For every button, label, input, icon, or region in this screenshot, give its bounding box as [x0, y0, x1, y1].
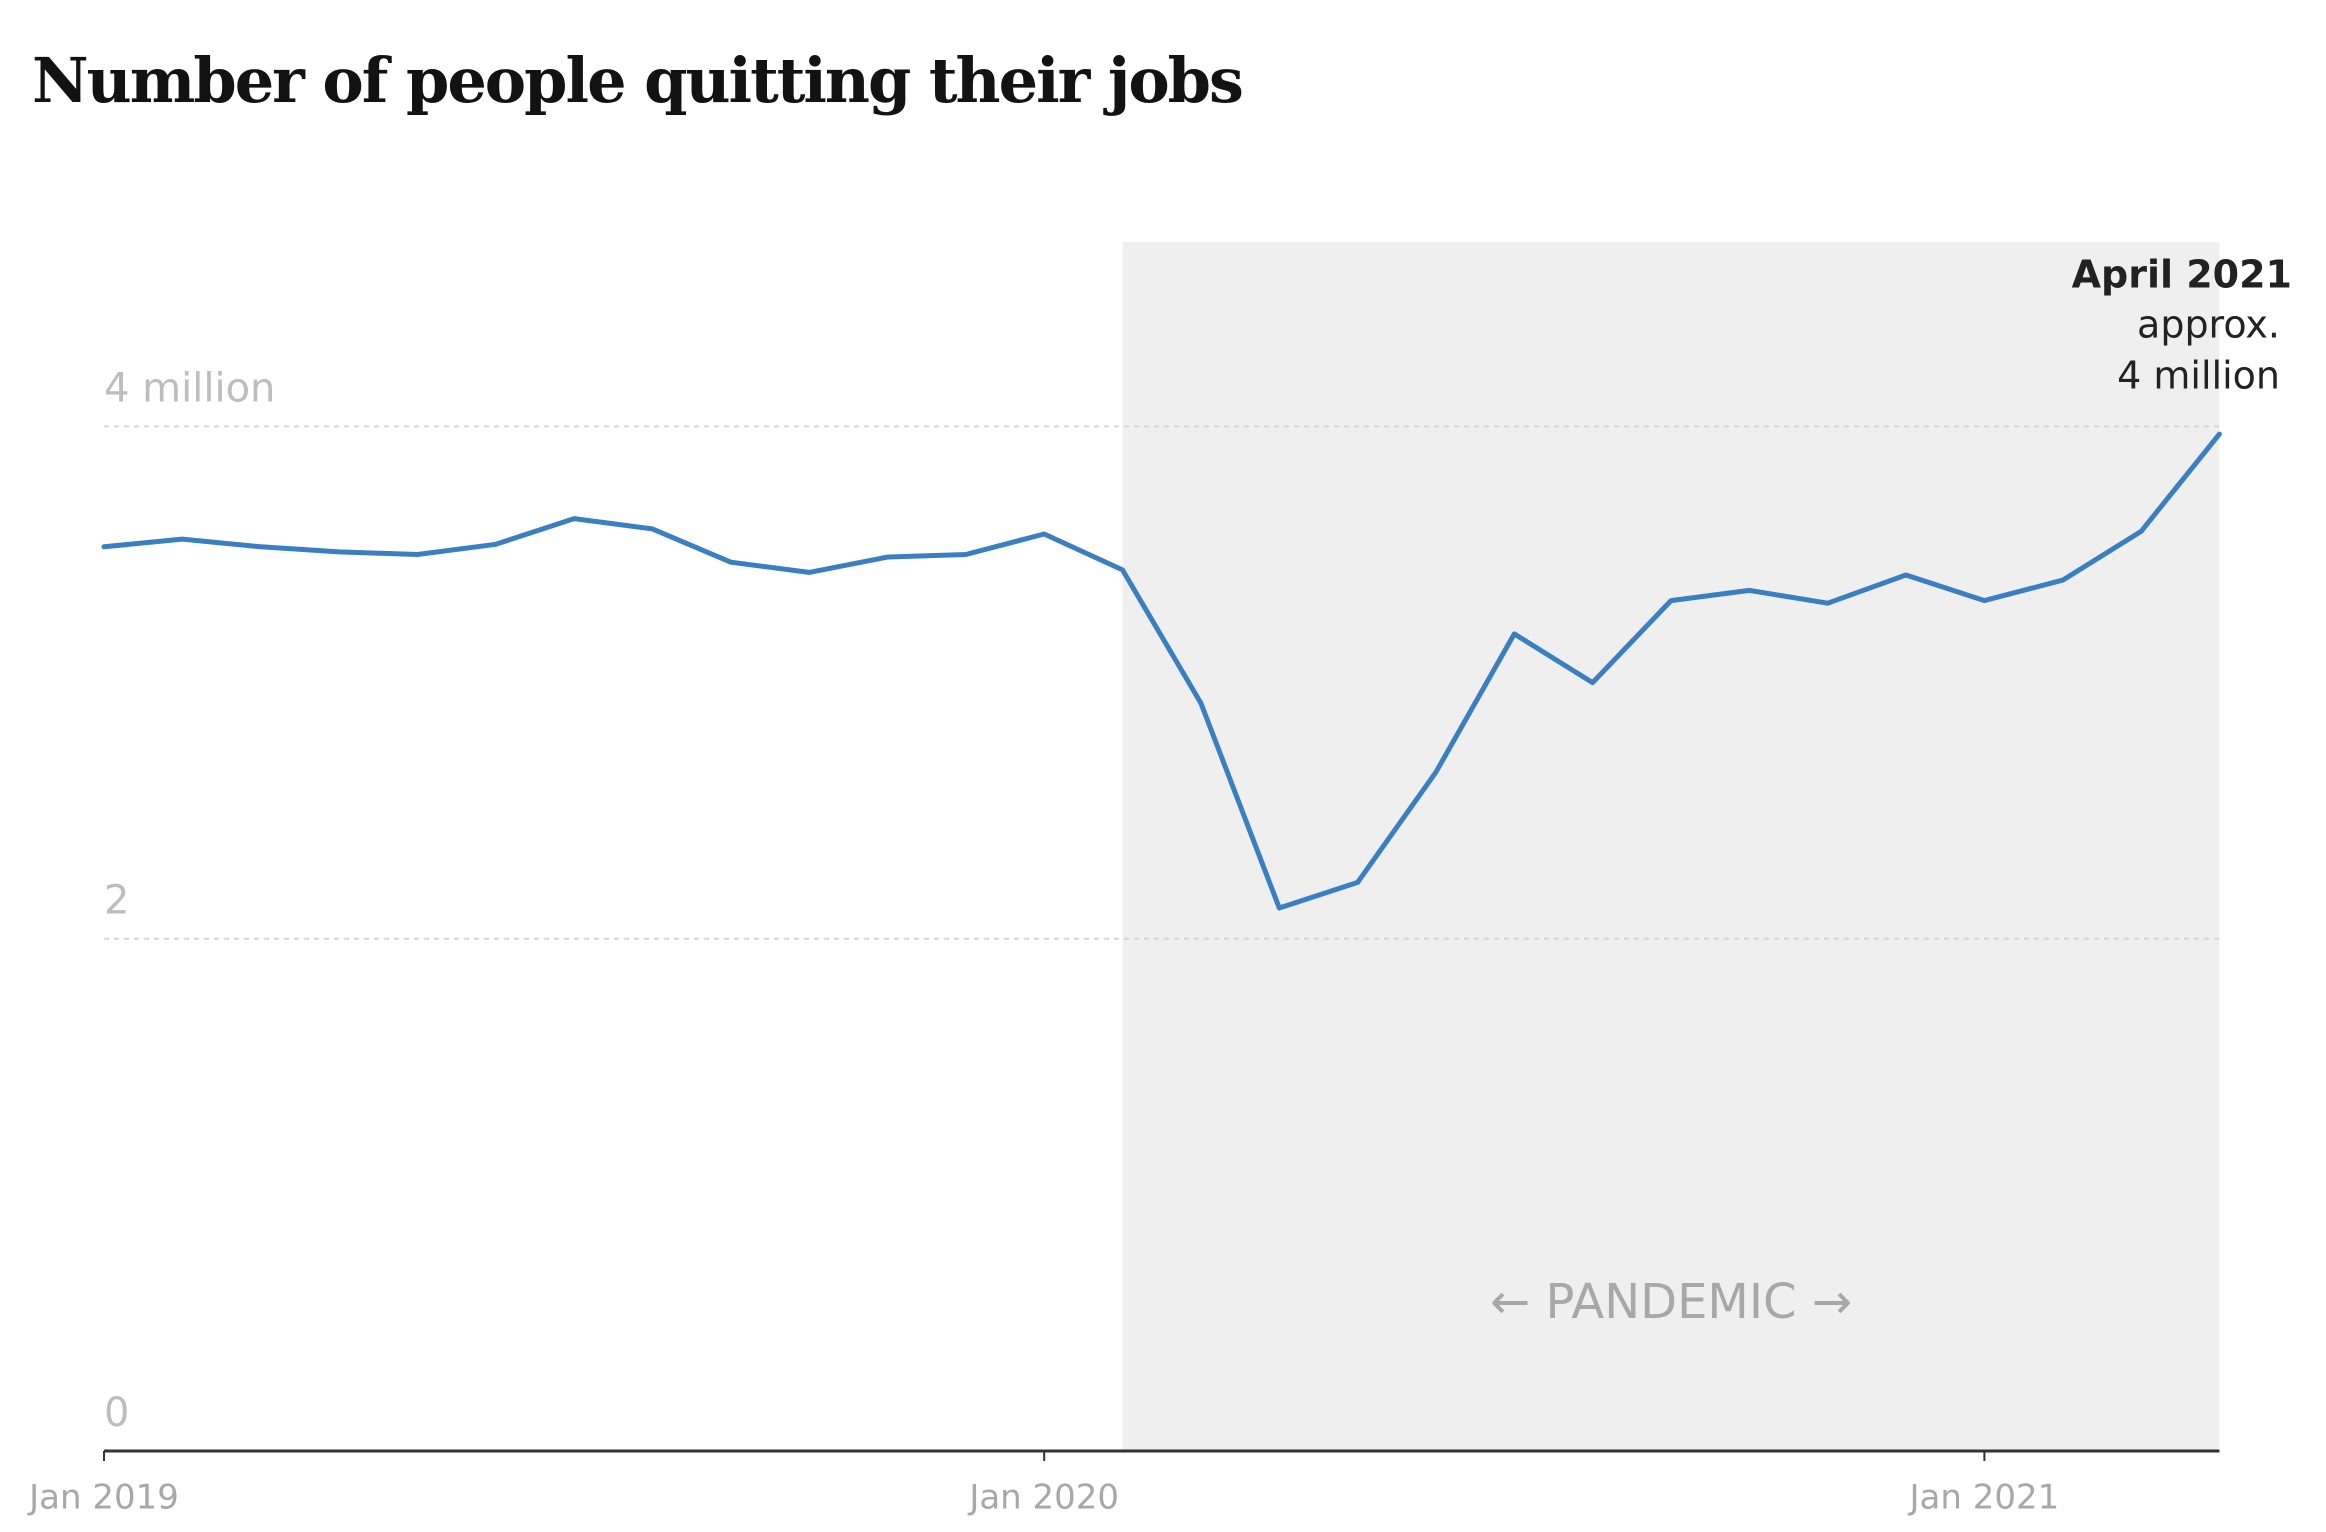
y-tick-label: 0	[104, 1390, 129, 1436]
callout-title: April 2021	[2072, 253, 2292, 297]
line-series	[101, 431, 2222, 911]
y-tick-label: 4 million	[104, 365, 275, 411]
shaded-region	[1122, 242, 2220, 1451]
chart-title: Number of people quitting their jobs	[32, 44, 1242, 117]
x-tick-label: Jan 2020	[967, 1478, 1119, 1518]
callout-line: 4 million	[2117, 354, 2280, 398]
shade-label: ← PANDEMIC →	[1490, 1274, 1852, 1330]
x-tick-label: Jan 2019	[27, 1478, 179, 1518]
x-tick-label: Jan 2021	[1908, 1478, 2060, 1518]
y-tick-label: 2	[104, 878, 129, 924]
callout-line: approx.	[2137, 303, 2280, 347]
